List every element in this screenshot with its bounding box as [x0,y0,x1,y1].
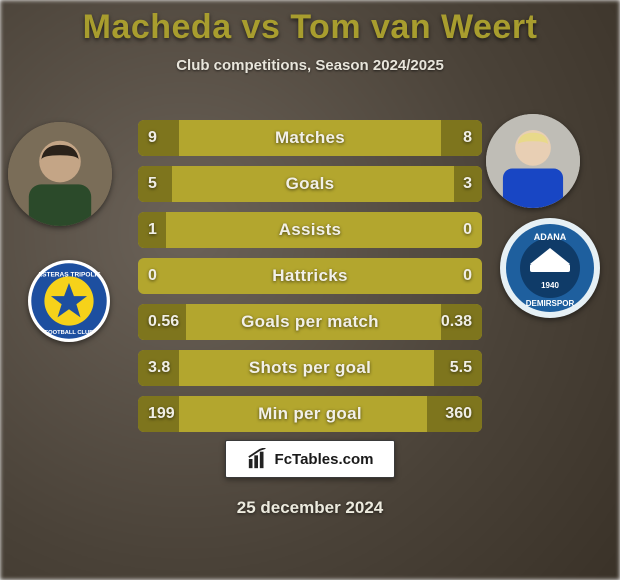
page-title: Macheda vs Tom van Weert [0,8,620,47]
player2-club-badge: ADANA DEMIRSPOR 1940 [500,218,600,318]
stat-row: 9 8 Matches [138,120,482,156]
subtitle: Club competitions, Season 2024/2025 [0,57,620,74]
stat-row: 199 360 Min per goal [138,396,482,432]
content-wrapper: Macheda vs Tom van Weert Club competitio… [0,0,620,580]
player-silhouette-icon [486,114,580,208]
svg-text:ASTERAS TRIPOLIS: ASTERAS TRIPOLIS [37,271,101,278]
bar-chart-icon [247,448,269,470]
svg-text:FOOTBALL CLUB: FOOTBALL CLUB [45,330,94,336]
date-text: 25 december 2024 [0,498,620,518]
stat-label: Shots per goal [138,350,482,386]
brand-text: FcTables.com [275,451,374,468]
player2-avatar [486,114,580,208]
stat-label: Assists [138,212,482,248]
stat-row: 0 0 Hattricks [138,258,482,294]
stat-label: Hattricks [138,258,482,294]
svg-text:ADANA: ADANA [534,232,567,242]
stat-row: 3.8 5.5 Shots per goal [138,350,482,386]
stat-label: Goals [138,166,482,202]
club-badge-icon: ASTERAS TRIPOLIS FOOTBALL CLUB [28,260,110,342]
brand-logo: FcTables.com [225,440,395,478]
stats-bar-chart: 9 8 Matches 5 3 Goals 1 0 Assists 0 0 Ha… [138,120,482,442]
player-silhouette-icon [8,122,112,226]
stat-row: 1 0 Assists [138,212,482,248]
stat-row: 5 3 Goals [138,166,482,202]
stat-row: 0.56 0.38 Goals per match [138,304,482,340]
stat-label: Matches [138,120,482,156]
stat-label: Goals per match [138,304,482,340]
svg-text:1940: 1940 [541,281,559,290]
club-badge-icon: ADANA DEMIRSPOR 1940 [500,218,600,318]
player1-club-badge: ASTERAS TRIPOLIS FOOTBALL CLUB [28,260,110,342]
player1-avatar [8,122,112,226]
stat-label: Min per goal [138,396,482,432]
svg-text:DEMIRSPOR: DEMIRSPOR [526,299,575,308]
